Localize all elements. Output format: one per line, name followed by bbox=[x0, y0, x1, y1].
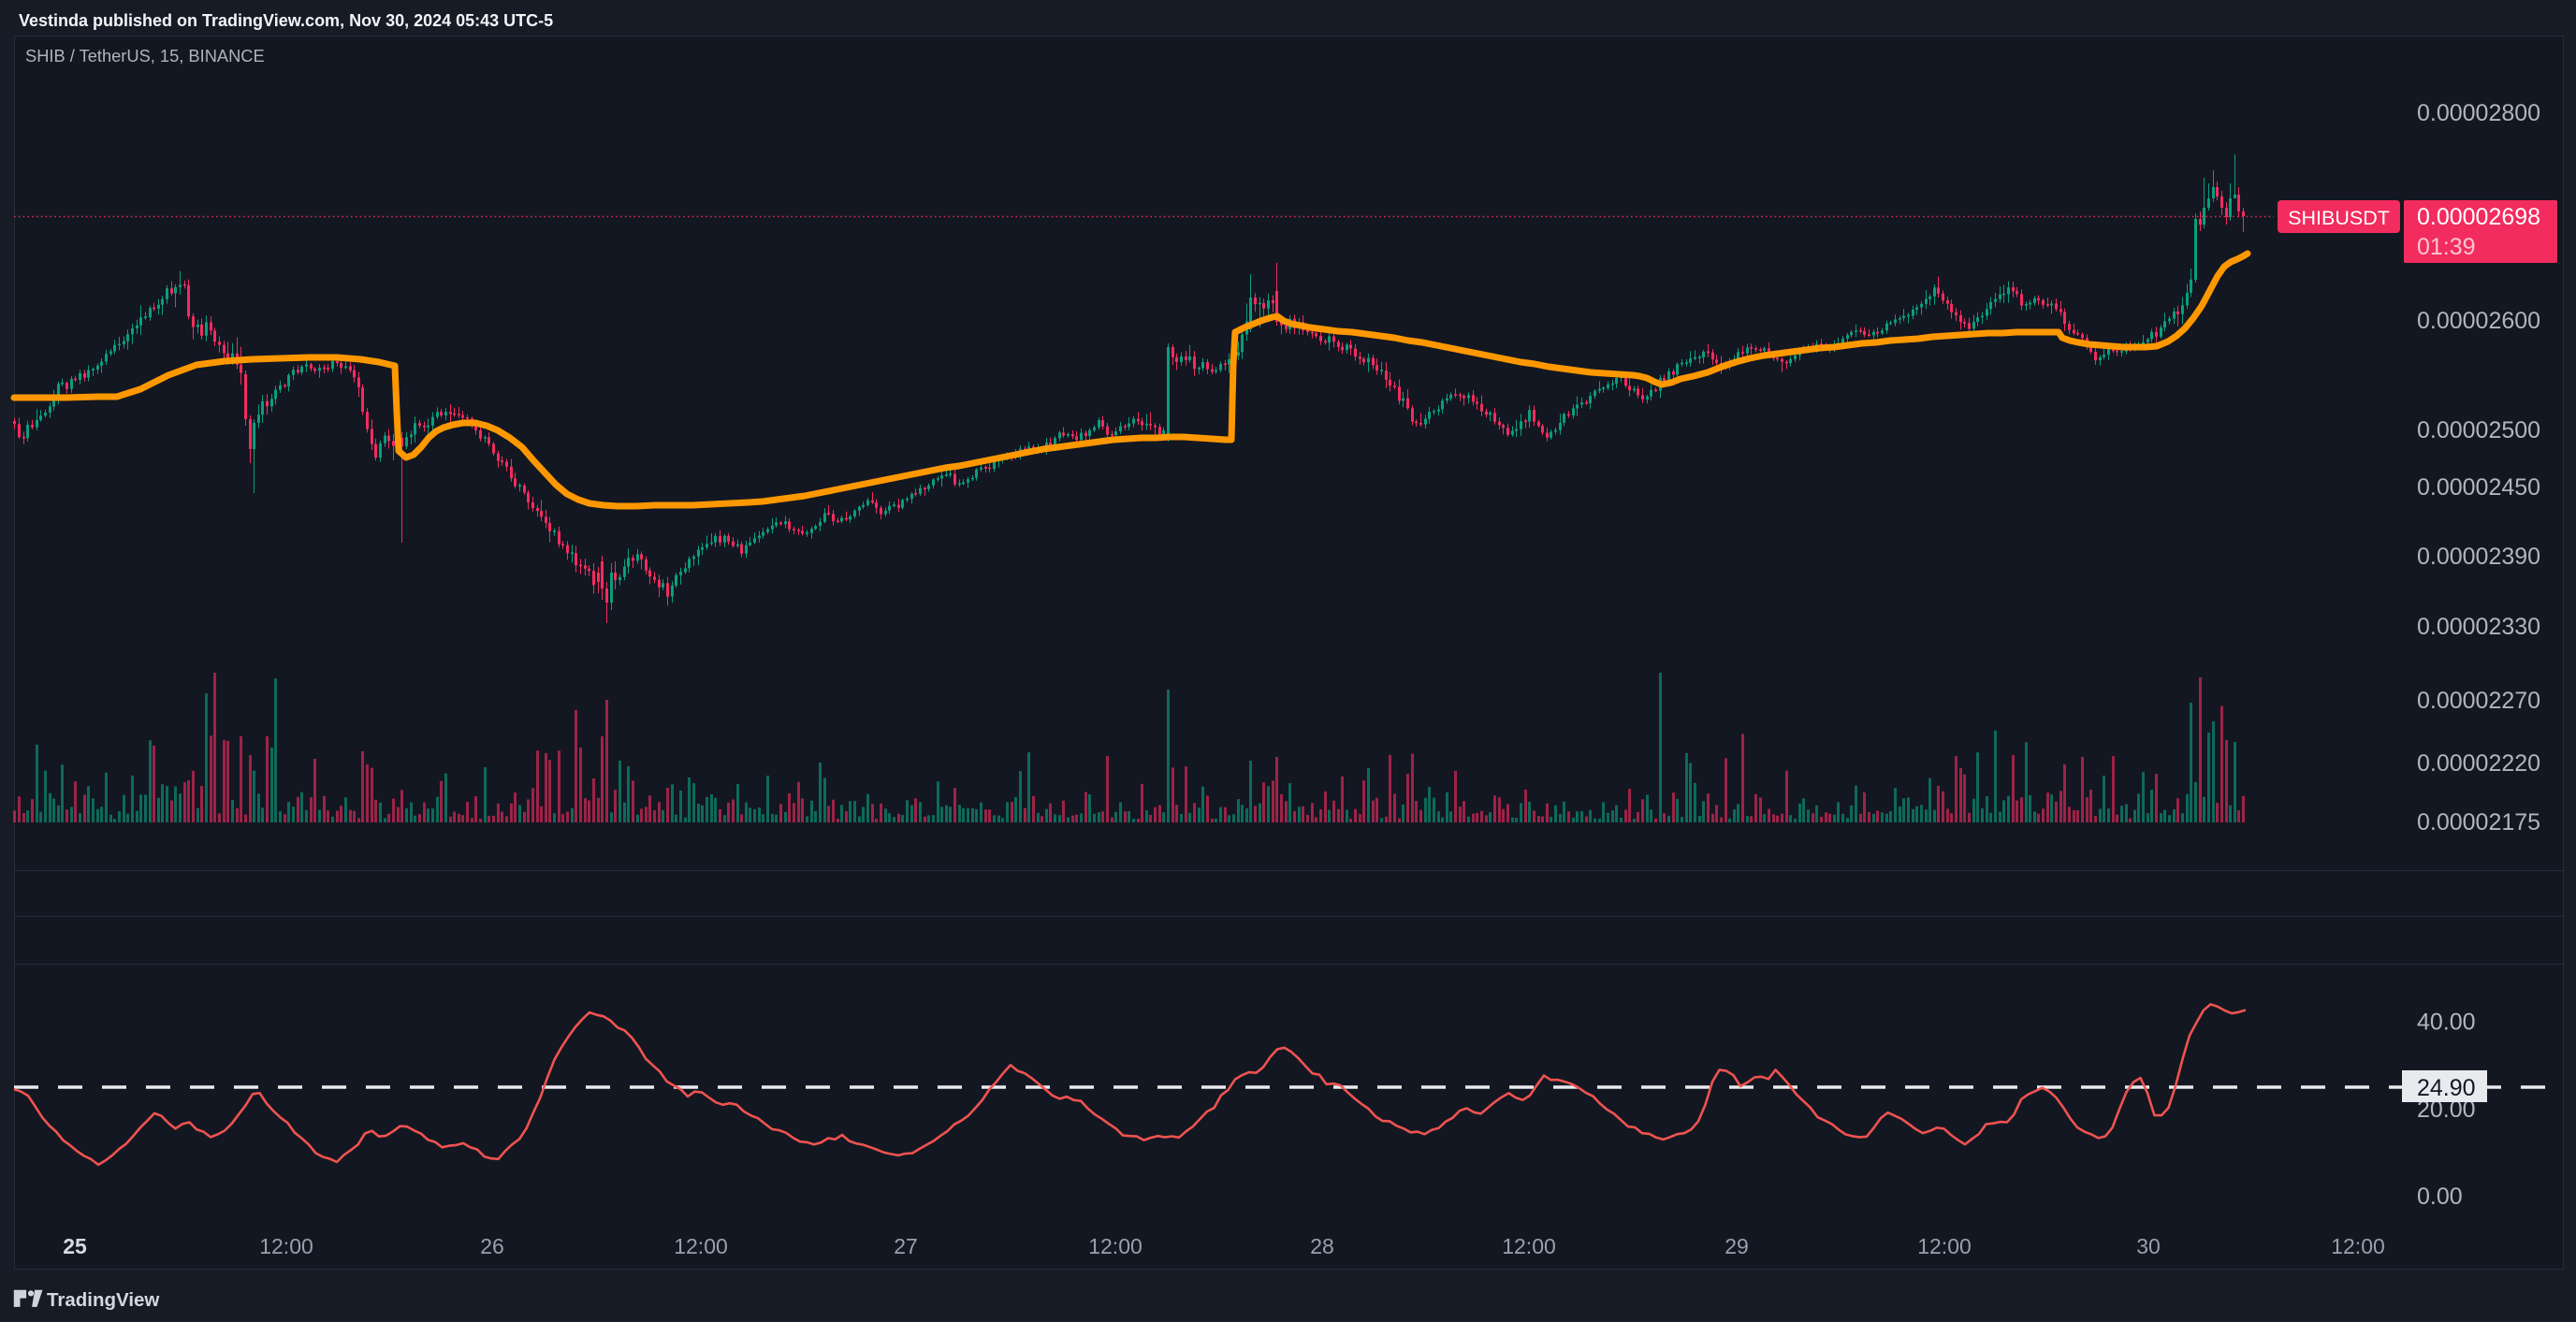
svg-text:0.00002330: 0.00002330 bbox=[2417, 614, 2540, 640]
svg-text:0.00002175: 0.00002175 bbox=[2417, 809, 2540, 835]
svg-text:26: 26 bbox=[480, 1234, 504, 1258]
svg-text:28: 28 bbox=[1310, 1234, 1334, 1258]
svg-text:01:39: 01:39 bbox=[2417, 234, 2476, 260]
svg-text:12:00: 12:00 bbox=[2331, 1234, 2385, 1258]
svg-text:25: 25 bbox=[63, 1234, 87, 1258]
svg-text:SHIBUSDT: SHIBUSDT bbox=[2288, 207, 2390, 229]
svg-text:30: 30 bbox=[2136, 1234, 2161, 1258]
svg-text:12:00: 12:00 bbox=[1088, 1234, 1142, 1258]
svg-text:24.90: 24.90 bbox=[2417, 1075, 2476, 1101]
svg-text:TradingView: TradingView bbox=[47, 1289, 159, 1311]
svg-text:0.00002600: 0.00002600 bbox=[2417, 308, 2540, 334]
svg-text:27: 27 bbox=[894, 1234, 918, 1258]
svg-text:0.00002500: 0.00002500 bbox=[2417, 417, 2540, 443]
svg-text:0.00002390: 0.00002390 bbox=[2417, 544, 2540, 570]
svg-text:0.00: 0.00 bbox=[2417, 1184, 2463, 1210]
svg-text:12:00: 12:00 bbox=[674, 1234, 728, 1258]
svg-text:Vestinda published on TradingV: Vestinda published on TradingView.com, N… bbox=[19, 11, 553, 30]
svg-text:40.00: 40.00 bbox=[2417, 1010, 2476, 1036]
svg-text:0.00002698: 0.00002698 bbox=[2417, 204, 2540, 230]
svg-text:12:00: 12:00 bbox=[1502, 1234, 1556, 1258]
svg-text:0.00002800: 0.00002800 bbox=[2417, 100, 2540, 126]
svg-text:0.00002270: 0.00002270 bbox=[2417, 688, 2540, 714]
svg-text:12:00: 12:00 bbox=[1917, 1234, 1972, 1258]
svg-text:0.00002220: 0.00002220 bbox=[2417, 750, 2540, 777]
svg-text:0.00002450: 0.00002450 bbox=[2417, 474, 2540, 501]
svg-text:SHIB / TetherUS, 15, BINANCE: SHIB / TetherUS, 15, BINANCE bbox=[25, 46, 265, 65]
svg-text:12:00: 12:00 bbox=[259, 1234, 313, 1258]
svg-text:29: 29 bbox=[1725, 1234, 1749, 1258]
